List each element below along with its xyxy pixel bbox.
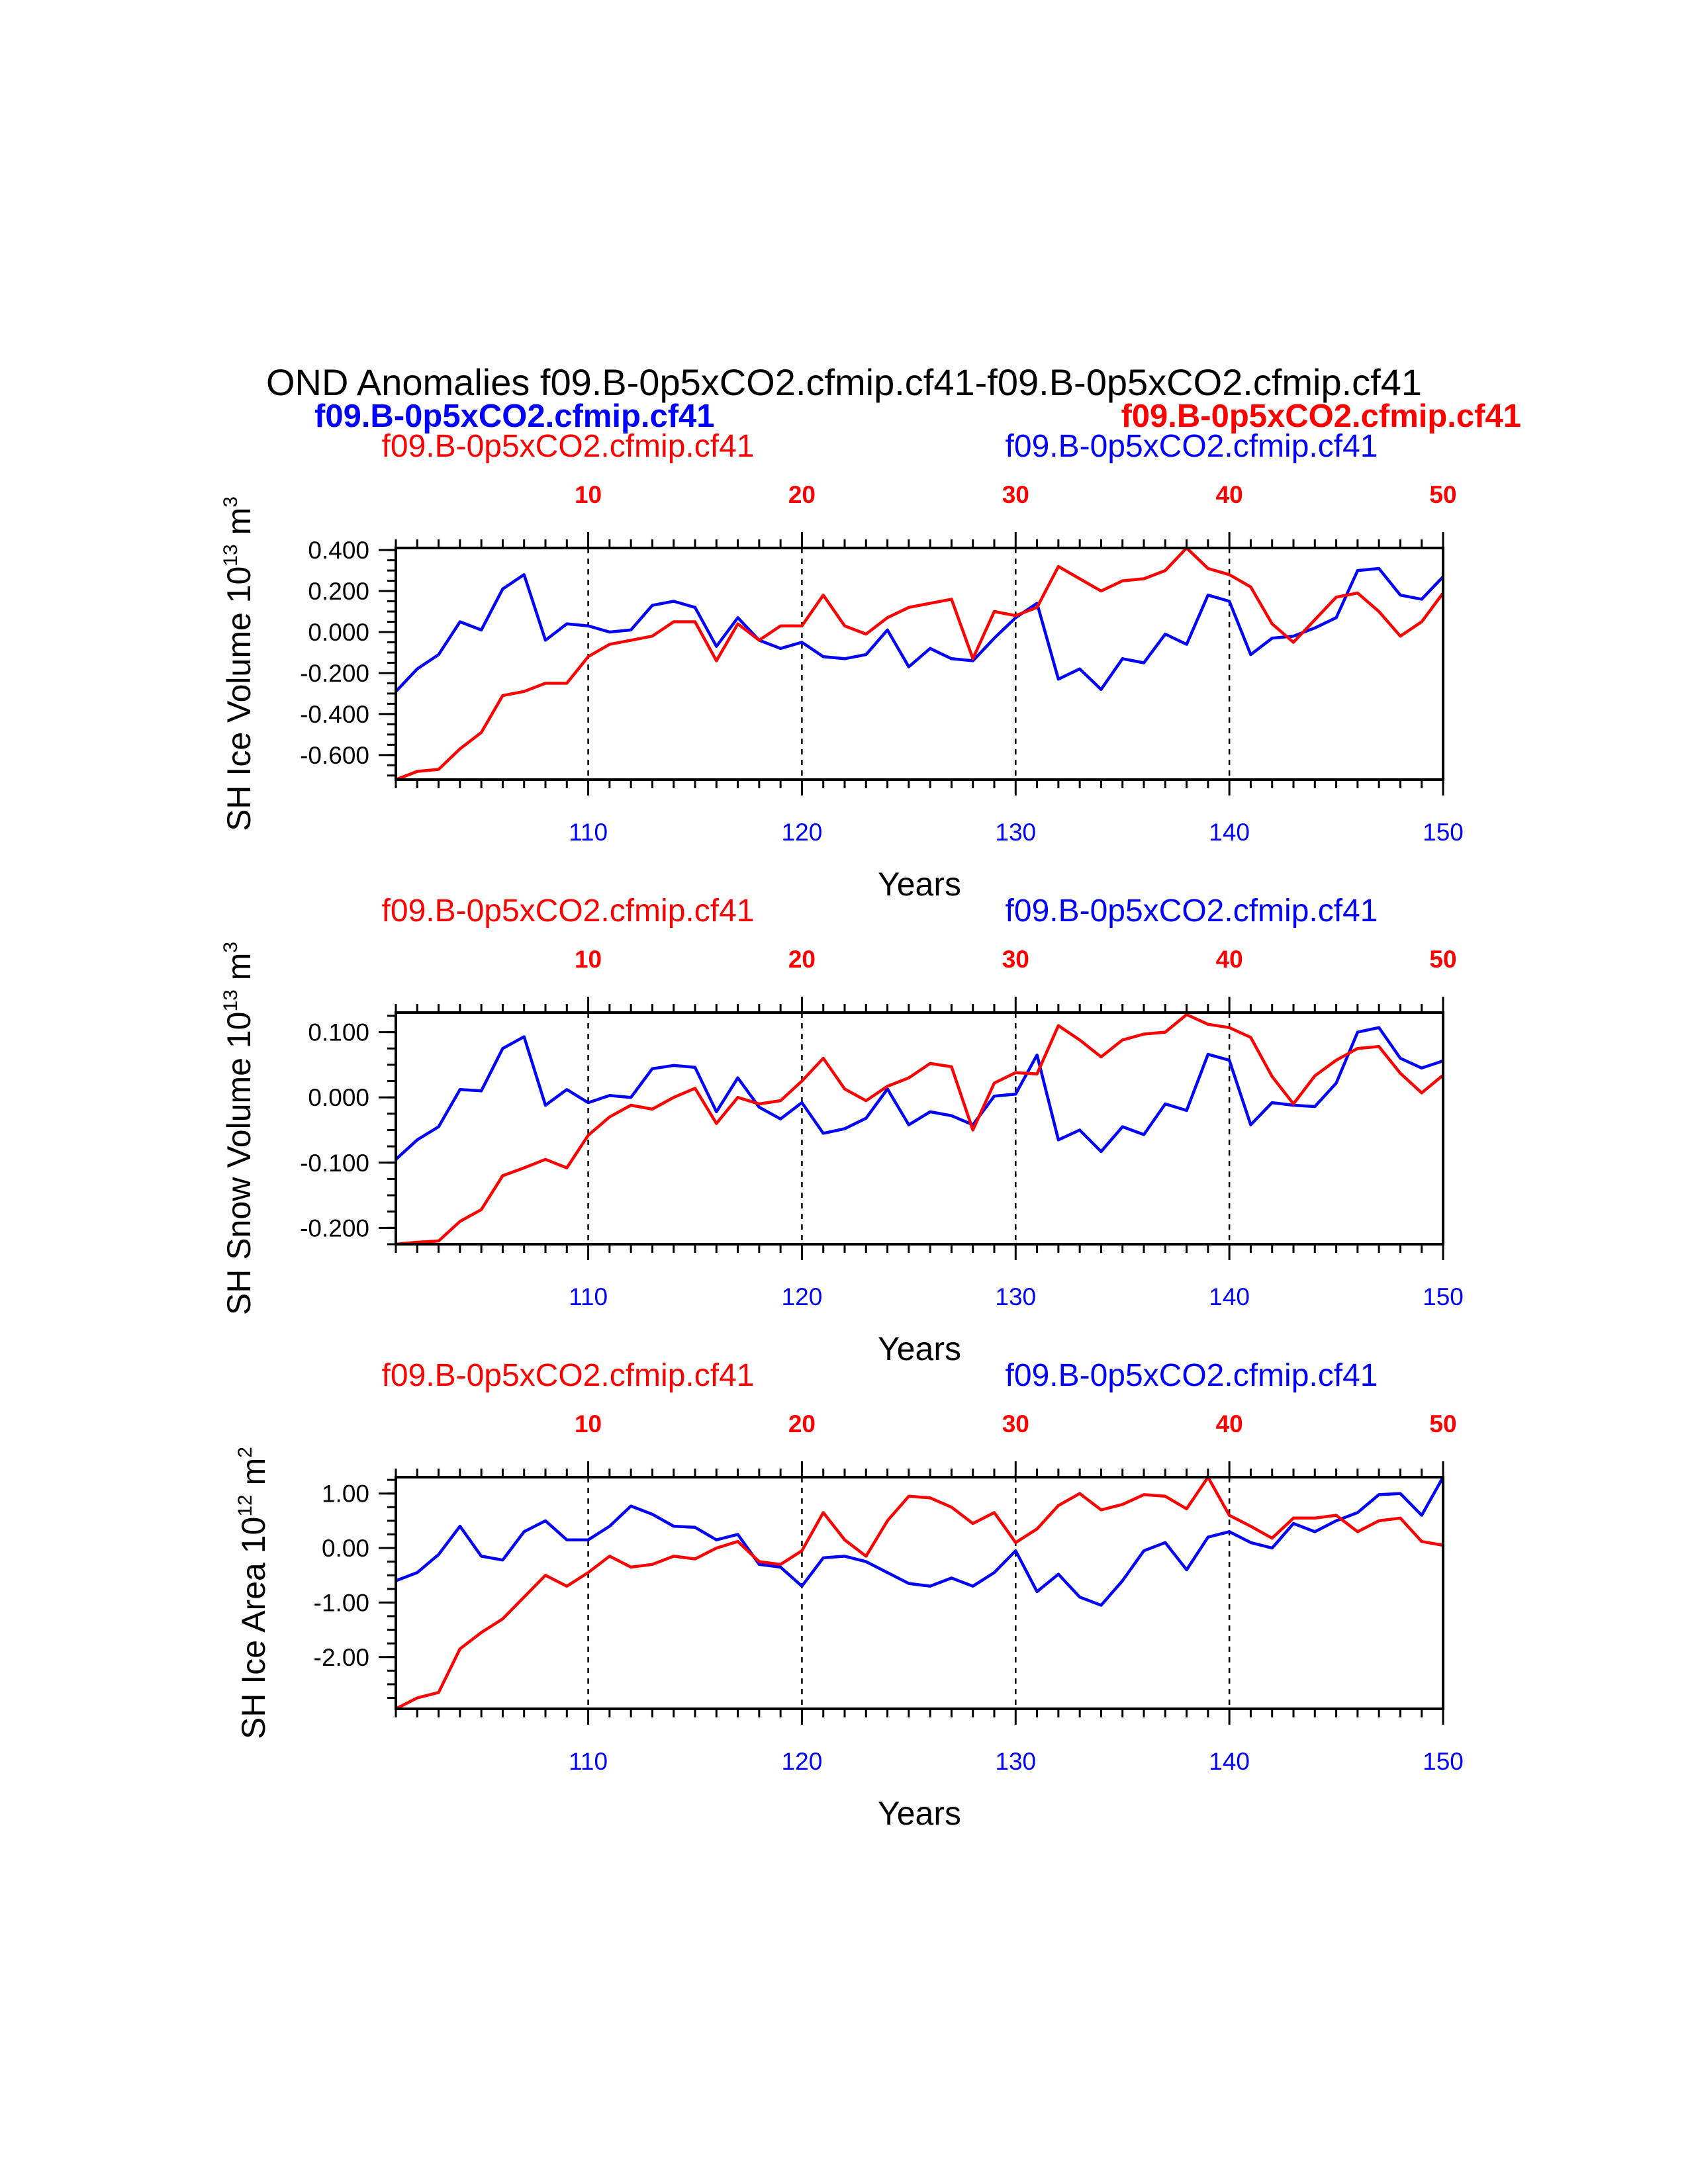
top-tick-label: 10	[575, 946, 602, 973]
top-tick-label: 10	[575, 481, 602, 508]
x-tick-label: 140	[1209, 1283, 1250, 1310]
top-tick-label: 30	[1002, 1410, 1029, 1437]
series-line-1	[395, 1476, 1444, 1607]
panel-1: f09.B-0p5xCO2.cfmip.cf41 f09.B-0p5xCO2.cf…	[220, 429, 1464, 903]
top-tick-label: 40	[1216, 1410, 1243, 1437]
x-tick-label: 140	[1209, 819, 1250, 846]
x-tick-label: 110	[569, 1748, 608, 1775]
panel-3: f09.B-0p5xCO2.cfmip.cf41 f09.B-0p5xCO2.cf…	[234, 1358, 1464, 1832]
y-tick-label: -2.00	[314, 1644, 369, 1671]
x-tick-label: 130	[995, 1748, 1036, 1775]
plot-frame	[395, 1476, 1444, 1710]
x-axis-label: Years	[878, 1795, 961, 1832]
top-tick-label: 30	[1002, 481, 1029, 508]
top-tick-label: 50	[1429, 1410, 1456, 1437]
y-tick-label: 1.00	[322, 1480, 369, 1508]
series-line-1	[395, 1026, 1444, 1161]
y-tick-label: -0.200	[300, 660, 369, 687]
y-axis-label: SH Snow Volume 1013 m3	[220, 942, 258, 1315]
y-axis-label-exponent: 12	[234, 1494, 256, 1516]
y-tick-label: 0.100	[308, 1019, 369, 1046]
sub-label-right: f09.B-0p5xCO2.cfmip.cf41	[1006, 1358, 1378, 1393]
y-axis-label-unit: m	[220, 953, 258, 990]
x-tick-label: 130	[995, 819, 1036, 846]
plot-frame	[395, 547, 1444, 781]
y-axis-label-unit-exponent: 3	[220, 942, 242, 953]
y-axis-label-exponent: 13	[220, 989, 242, 1011]
top-tick-label: 50	[1429, 946, 1456, 973]
y-tick-label: -0.600	[300, 742, 369, 769]
x-tick-label: 120	[782, 1748, 823, 1775]
plot-frame	[395, 1011, 1444, 1246]
sub-label-right: f09.B-0p5xCO2.cfmip.cf41	[1006, 893, 1378, 929]
y-tick-label: 0.400	[308, 537, 369, 564]
top-tick-label: 40	[1216, 481, 1243, 508]
y-tick-label: -0.100	[300, 1150, 369, 1177]
series-line-1	[395, 567, 1444, 693]
sub-label-right: f09.B-0p5xCO2.cfmip.cf41	[1006, 429, 1378, 464]
top-tick-label: 30	[1002, 946, 1029, 973]
x-axis-label: Years	[878, 866, 961, 903]
y-tick-label: 0.000	[308, 1084, 369, 1111]
x-tick-label: 110	[569, 819, 608, 846]
panels: f09.B-0p5xCO2.cfmip.cf41 f09.B-0p5xCO2.cf…	[220, 429, 1464, 1832]
y-axis-label: SH Ice Volume 1013 m3	[220, 496, 258, 831]
x-tick-label: 140	[1209, 1748, 1250, 1775]
y-axis-label-exponent: 13	[220, 544, 242, 566]
y-tick-label: 0.000	[308, 619, 369, 646]
top-tick-label: 50	[1429, 481, 1456, 508]
x-axis-label: Years	[878, 1330, 961, 1367]
y-axis-label-text: SH Ice Volume 10	[220, 567, 258, 831]
sub-label-left: f09.B-0p5xCO2.cfmip.cf41	[382, 893, 755, 929]
y-tick-label: -1.00	[314, 1589, 369, 1616]
case-label-right: f09.B-0p5xCO2.cfmip.cf41	[1121, 398, 1521, 434]
x-tick-label: 120	[782, 819, 823, 846]
top-tick-label: 40	[1216, 946, 1243, 973]
x-tick-label: 110	[569, 1283, 608, 1310]
y-tick-label: 0.200	[308, 578, 369, 605]
y-tick-label: -0.400	[300, 701, 369, 728]
y-axis-label-unit: m	[220, 508, 258, 545]
y-tick-label: 0.00	[322, 1535, 369, 1562]
y-tick-label: -0.200	[300, 1214, 369, 1242]
y-axis-label-text: SH Snow Volume 10	[220, 1012, 258, 1316]
top-tick-label: 20	[788, 946, 816, 973]
series-line-2	[395, 546, 1444, 782]
y-axis-label: SH Ice Area 1012 m2	[234, 1447, 272, 1739]
sub-label-left: f09.B-0p5xCO2.cfmip.cf41	[382, 429, 755, 464]
x-tick-label: 150	[1423, 1748, 1464, 1775]
case-label-left: f09.B-0p5xCO2.cfmip.cf41	[314, 398, 715, 434]
y-axis-label-text: SH Ice Area 10	[235, 1517, 272, 1739]
y-axis-label-unit-exponent: 2	[234, 1447, 256, 1458]
top-tick-label: 20	[788, 481, 816, 508]
series-line-2	[395, 1475, 1444, 1711]
x-tick-label: 120	[782, 1283, 823, 1310]
figure-title: OND Anomalies f09.B-0p5xCO2.cfmip.cf41-f…	[266, 361, 1422, 403]
top-tick-label: 10	[575, 1410, 602, 1437]
x-tick-label: 130	[995, 1283, 1036, 1310]
x-tick-label: 150	[1423, 1283, 1464, 1310]
top-tick-label: 20	[788, 1410, 816, 1437]
panel-2: f09.B-0p5xCO2.cfmip.cf41 f09.B-0p5xCO2.cf…	[220, 893, 1464, 1367]
y-axis-label-unit: m	[235, 1458, 272, 1495]
y-axis-label-unit-exponent: 3	[220, 496, 242, 508]
x-tick-label: 150	[1423, 819, 1464, 846]
sub-label-left: f09.B-0p5xCO2.cfmip.cf41	[382, 1358, 755, 1393]
series-line-2	[395, 1013, 1444, 1246]
